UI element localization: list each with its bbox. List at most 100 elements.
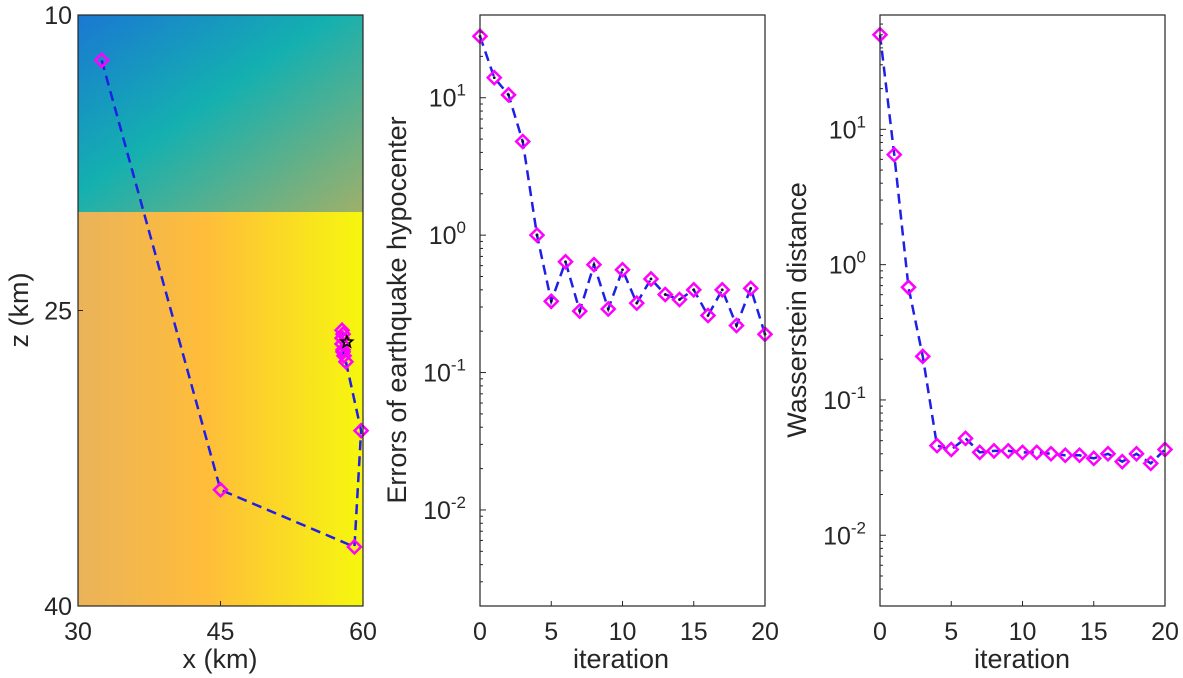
wasserstein-marker: [928, 437, 946, 454]
wasserstein-marker: [971, 444, 989, 461]
wasserstein-marker: [942, 441, 960, 458]
wasserstein-marker: [1071, 447, 1088, 464]
wasserstein-marker: [900, 279, 917, 296]
trajectory-marker: [352, 422, 370, 439]
panel-wasserstein: 0 5 10 15 20 101 100 10-1 10-2 iteration Wassers…: [782, 14, 1179, 674]
error-point-dot: [635, 301, 639, 305]
trajectory-xtick-label: 45: [207, 618, 235, 646]
error-point-dot: [692, 288, 696, 292]
wasserstein-marker: [1085, 450, 1103, 467]
error-point-dot: [521, 140, 525, 143]
error-xlabel: iteration: [573, 644, 669, 674]
error-marker: [614, 261, 631, 279]
trajectory-xtick-label: 60: [349, 618, 377, 646]
wasserstein-ytick-label: 101: [829, 112, 866, 144]
velocity-layer-upper: [78, 15, 363, 212]
error-point-dot: [507, 93, 510, 97]
error-marker: [500, 86, 517, 104]
wasserstein-marker: [885, 146, 903, 163]
trajectory-marker: [93, 52, 111, 69]
wasserstein-axes: 0 5 10 15 20 101 100 10-1 10-2: [823, 14, 1179, 646]
wasserstein-xlabel: iteration: [974, 644, 1070, 674]
error-point-dot: [578, 309, 582, 313]
error-marker: [728, 317, 745, 334]
velocity-layer-lower: [78, 212, 363, 606]
wasserstein-ylabel: Wasserstein distance: [782, 182, 812, 438]
error-marker: [585, 256, 603, 273]
error-xtick-label: 5: [544, 618, 558, 646]
error-frame: [479, 14, 766, 607]
wasserstein-frame: [879, 14, 1166, 607]
wasserstein-xtick-label: 15: [1080, 618, 1108, 646]
error-ytick-label: 101: [429, 81, 466, 113]
error-marker: [671, 291, 688, 308]
trajectory-axes: 30 45 60 10 25 40: [44, 2, 377, 646]
error-xtick-label: 0: [473, 618, 487, 646]
wasserstein-marker: [999, 442, 1017, 460]
trajectory-ylabel: z (km): [4, 273, 34, 348]
error-point-dot: [564, 260, 567, 264]
error-xtick-label: 15: [680, 618, 708, 646]
wasserstein-line: [878, 34, 1166, 465]
error-marker: [514, 133, 532, 150]
trajectory-xtick-label: 30: [64, 618, 92, 646]
wasserstein-marker: [1028, 444, 1046, 461]
wasserstein-marker: [914, 348, 932, 365]
wasserstein-ytick-label: 10-2: [823, 518, 866, 550]
wasserstein-xtick-label: 10: [1009, 618, 1037, 646]
trajectory-marker: [333, 321, 351, 339]
trajectory-marker: [346, 538, 363, 556]
error-marker: [642, 270, 660, 288]
panel-trajectory: 30 45 60 10 25 40 x (km) z (km): [4, 2, 377, 674]
error-point-dot: [663, 293, 667, 296]
error-marker: [699, 307, 717, 324]
trajectory-marks: [93, 52, 370, 556]
error-xtick-label: 10: [609, 618, 637, 646]
wasserstein-xtick-label: 5: [944, 618, 958, 646]
error-marker: [713, 281, 731, 299]
wasserstein-marker: [1056, 447, 1074, 464]
wasserstein-ytick-label: 10-1: [823, 383, 866, 415]
error-marker: [485, 69, 503, 86]
wasserstein-marker: [985, 442, 1003, 460]
wasserstein-xtick-label: 20: [1151, 618, 1179, 646]
error-point-dot: [606, 307, 610, 311]
trajectory-marker: [334, 343, 352, 361]
trajectory-xlabel: x (km): [183, 644, 258, 674]
error-point-dot: [621, 268, 624, 272]
error-point-dot: [592, 263, 596, 267]
error-marker: [528, 226, 546, 244]
error-marker: [571, 302, 589, 320]
wasserstein-marker: [1099, 445, 1117, 463]
error-marker: [599, 300, 617, 318]
error-axes: 0 5 10 15 20 101 100 10-1 10-2: [423, 14, 779, 646]
true-hypocenter-star: [339, 333, 355, 349]
error-marker: [628, 294, 646, 312]
error-point-dot: [649, 277, 653, 281]
error-point-dot: [535, 233, 539, 237]
error-marker: [656, 286, 674, 303]
panel-hypocenter-error: 0 5 10 15 20 101 100 10-1 10-2 iteration Errors …: [382, 14, 779, 674]
error-point-dot: [720, 288, 724, 292]
trajectory-ytick-label: 10: [44, 2, 72, 30]
wasserstein-marker: [1113, 453, 1131, 470]
trajectory-ytick-label: 40: [44, 593, 72, 621]
error-marker: [542, 293, 560, 310]
error-ylabel: Errors of earthquake hypocenter: [382, 116, 412, 503]
wasserstein-marker: [1014, 444, 1031, 461]
error-marker: [742, 280, 760, 297]
error-point-dot: [706, 314, 710, 317]
wasserstein-marker: [1042, 445, 1060, 463]
trajectory-ytick-label: 25: [44, 298, 72, 326]
wasserstein-marker: [1142, 455, 1160, 472]
error-point-dot: [735, 324, 738, 327]
wasserstein-marks: [871, 26, 1174, 472]
wasserstein-xtick-label: 0: [873, 618, 887, 646]
error-line: [478, 35, 767, 335]
error-marker: [557, 253, 574, 271]
trajectory-marker: [212, 481, 229, 499]
error-point-dot: [749, 286, 753, 290]
error-xtick-label: 20: [751, 618, 779, 646]
error-point-dot: [549, 299, 553, 303]
